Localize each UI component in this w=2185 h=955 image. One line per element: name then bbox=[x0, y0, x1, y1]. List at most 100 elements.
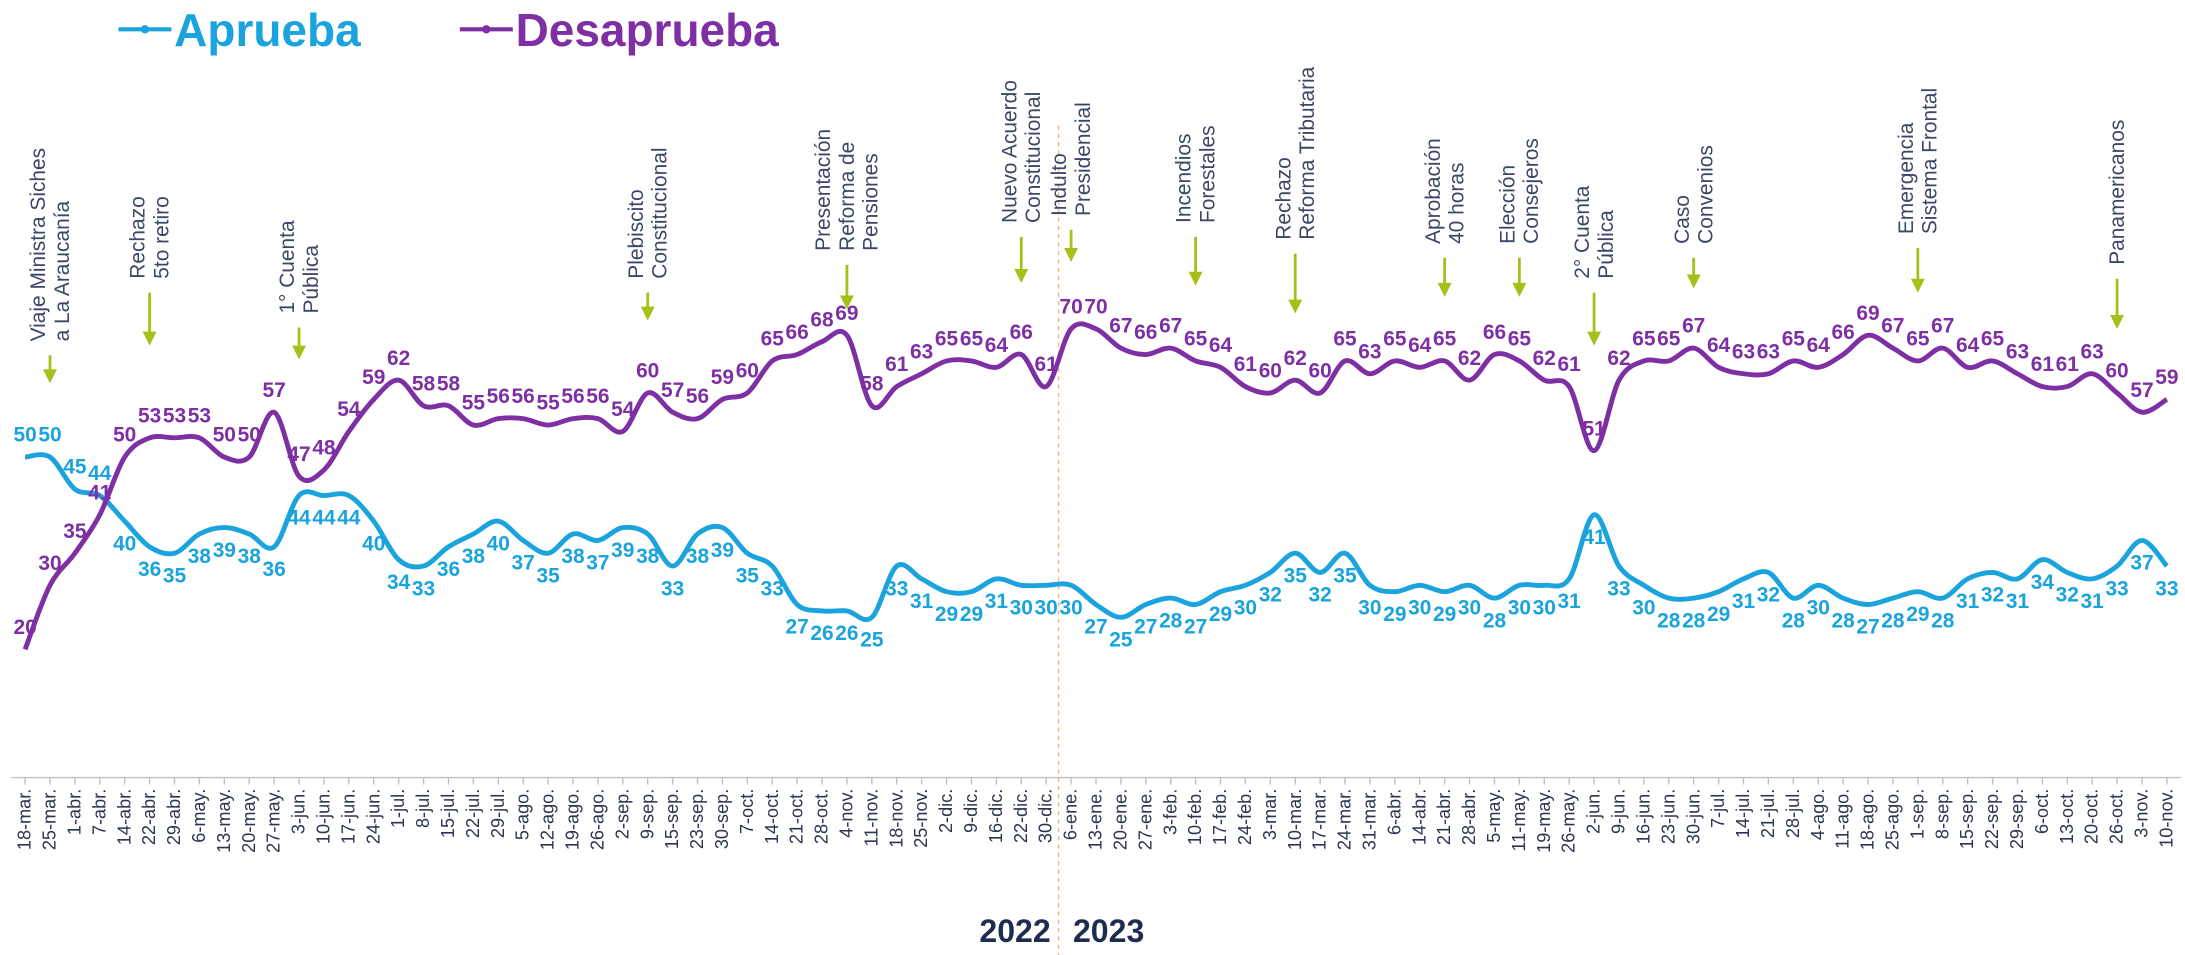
annotation: Pensiones bbox=[860, 153, 883, 251]
data-label: 32 bbox=[1757, 584, 1780, 607]
data-label: 63 bbox=[1358, 340, 1381, 363]
data-label: 30 bbox=[1508, 596, 1531, 619]
annotation-arrowhead bbox=[1064, 248, 1079, 262]
data-label: 27 bbox=[1856, 616, 1879, 639]
x-tick-label: 13-oct. bbox=[2057, 789, 2077, 844]
data-label: 40 bbox=[113, 532, 136, 555]
x-tick-label: 24-jun. bbox=[363, 789, 383, 844]
data-label: 63 bbox=[2006, 340, 2029, 363]
annotation: Nuevo Acuerdo bbox=[998, 80, 1021, 223]
annotation: Pública bbox=[300, 245, 323, 314]
data-label: 58 bbox=[437, 372, 460, 395]
x-tick-label: 5-ago. bbox=[513, 789, 533, 840]
annotation: Presidencial bbox=[1072, 102, 1095, 216]
x-tick-label: 4-nov. bbox=[837, 789, 857, 838]
x-tick-label: 15-sep. bbox=[662, 789, 682, 849]
x-tick-label: 18-mar. bbox=[15, 789, 35, 850]
x-tick-label: 27-may. bbox=[264, 789, 284, 853]
annotation: Consejeros bbox=[1520, 138, 1543, 244]
annotation: Presentación bbox=[812, 129, 835, 251]
data-label: 60 bbox=[736, 360, 759, 383]
annotation-arrowhead bbox=[1512, 282, 1527, 297]
annotation: a La Araucanía bbox=[51, 201, 74, 342]
x-tick-label: 19-may. bbox=[1534, 789, 1554, 853]
data-label: 37 bbox=[586, 552, 609, 575]
x-tick-label: 17-jun. bbox=[338, 789, 358, 844]
data-label: 31 bbox=[910, 590, 934, 613]
data-label: 62 bbox=[1607, 347, 1630, 370]
year-label: 2023 bbox=[1073, 913, 1144, 949]
data-label: 28 bbox=[1782, 609, 1805, 632]
annotation: Caso bbox=[1671, 195, 1694, 244]
x-tick-label: 3-mar. bbox=[1260, 789, 1280, 840]
data-label: 65 bbox=[1981, 328, 2005, 351]
x-tick-label: 27-ene. bbox=[1135, 789, 1155, 850]
legend-marker bbox=[482, 25, 491, 34]
annotation: Aprobación bbox=[1422, 138, 1445, 244]
data-label: 38 bbox=[238, 545, 261, 568]
data-label: 37 bbox=[512, 552, 535, 575]
data-label: 30 bbox=[1234, 596, 1257, 619]
annotation: Forestales bbox=[1196, 125, 1219, 223]
data-label: 69 bbox=[835, 302, 858, 325]
data-label: 26 bbox=[810, 622, 833, 645]
data-label: 35 bbox=[736, 564, 760, 587]
x-tick-label: 21-jul. bbox=[1758, 789, 1778, 838]
data-label: 64 bbox=[1408, 334, 1432, 357]
data-label: 55 bbox=[536, 392, 560, 415]
data-label: 30 bbox=[1059, 596, 1082, 619]
data-label: 29 bbox=[1433, 603, 1456, 626]
data-label: 28 bbox=[1159, 609, 1182, 632]
series-line bbox=[24, 452, 2169, 623]
data-label: 41 bbox=[88, 481, 112, 504]
x-tick-label: 15-sep. bbox=[1957, 789, 1977, 849]
data-label: 35 bbox=[1284, 564, 1308, 587]
x-tick-label: 26-may. bbox=[1559, 789, 1579, 853]
data-label: 38 bbox=[686, 545, 709, 568]
x-tick-label: 21-abr. bbox=[1434, 789, 1454, 845]
data-label: 40 bbox=[487, 532, 510, 555]
data-label: 63 bbox=[910, 340, 933, 363]
x-tick-label: 19-ago. bbox=[563, 789, 583, 850]
data-label: 70 bbox=[1084, 295, 1107, 318]
data-label: 70 bbox=[1059, 295, 1082, 318]
data-label: 33 bbox=[412, 577, 435, 600]
x-tick-label: 23-sep. bbox=[687, 789, 707, 849]
data-label: 30 bbox=[1408, 596, 1431, 619]
data-label: 61 bbox=[1558, 353, 1582, 376]
data-label: 29 bbox=[960, 603, 983, 626]
data-label: 69 bbox=[1856, 302, 1879, 325]
x-tick-label: 5-may. bbox=[1484, 789, 1504, 843]
annotation: 40 horas bbox=[1445, 163, 1468, 244]
x-tick-label: 25-nov. bbox=[911, 789, 931, 848]
annotation-arrowhead bbox=[1014, 268, 1029, 283]
x-tick-label: 14-jul. bbox=[1733, 789, 1753, 838]
data-label: 62 bbox=[1284, 347, 1307, 370]
x-tick-label: 12-ago. bbox=[538, 789, 558, 850]
annotation-arrowhead bbox=[640, 306, 655, 321]
x-tick-label: 11-may. bbox=[1509, 789, 1529, 852]
data-label: 30 bbox=[1035, 596, 1058, 619]
data-label: 65 bbox=[1657, 328, 1681, 351]
data-label: 65 bbox=[1782, 328, 1806, 351]
data-label: 50 bbox=[238, 424, 261, 447]
data-label: 60 bbox=[2105, 360, 2128, 383]
data-label: 66 bbox=[1134, 321, 1157, 344]
data-label: 65 bbox=[1383, 328, 1407, 351]
x-tick-label: 22-sep. bbox=[1982, 789, 2002, 849]
x-tick-label: 22-jul. bbox=[463, 789, 483, 838]
data-label: 64 bbox=[1807, 334, 1831, 357]
x-tick-label: 4-ago. bbox=[1808, 789, 1828, 840]
data-label: 65 bbox=[761, 328, 785, 351]
x-tick-label: 6-may. bbox=[189, 789, 209, 843]
data-label: 54 bbox=[611, 398, 635, 421]
x-tick-label: 25-ago. bbox=[1883, 789, 1903, 850]
data-label: 30 bbox=[1358, 596, 1381, 619]
data-label: 35 bbox=[63, 520, 87, 543]
data-label: 59 bbox=[362, 366, 385, 389]
data-label: 67 bbox=[1931, 315, 1954, 338]
data-label: 57 bbox=[263, 379, 286, 402]
data-label: 61 bbox=[1234, 353, 1258, 376]
data-label: 65 bbox=[1433, 328, 1457, 351]
data-label: 54 bbox=[337, 398, 361, 421]
